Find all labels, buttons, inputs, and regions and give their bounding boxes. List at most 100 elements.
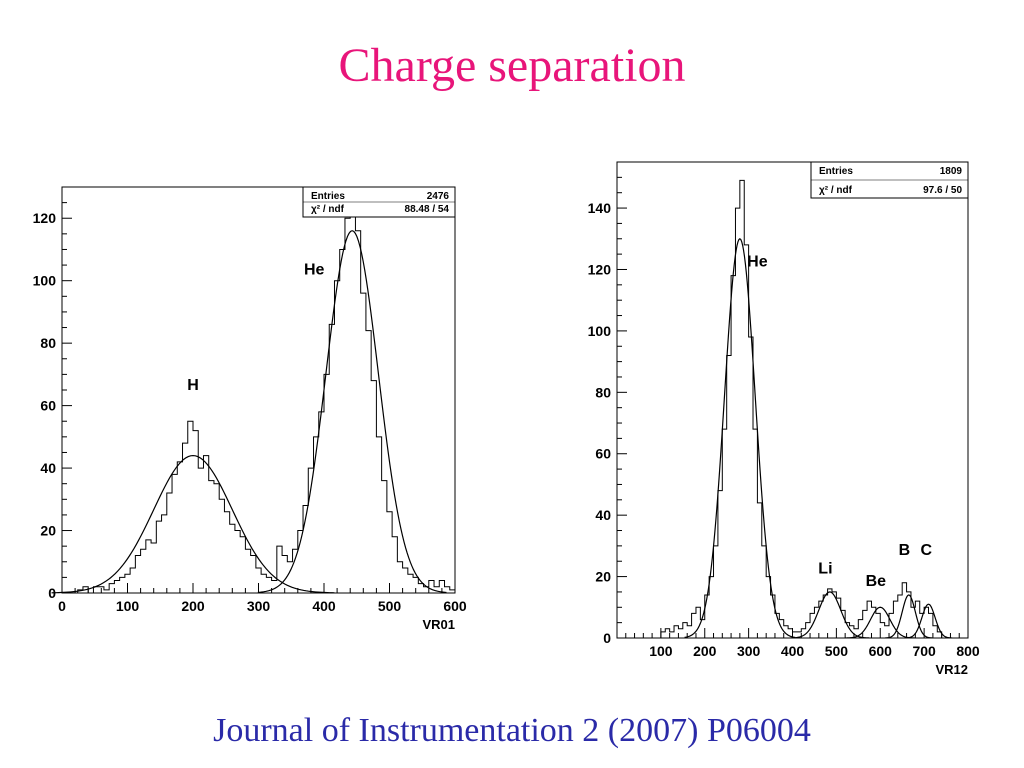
peak-label-c: C	[921, 542, 933, 559]
histogram-bin	[293, 549, 298, 593]
histogram-bin	[722, 429, 726, 638]
histogram-bin	[670, 632, 674, 638]
histogram-bin	[167, 493, 172, 593]
gaussian-fit-curve	[790, 591, 870, 639]
histogram-bin	[146, 540, 151, 593]
histogram-bin	[376, 437, 381, 593]
stats-chi2-value: 97.6 / 50	[923, 185, 962, 196]
gaussian-fit-curve	[257, 230, 447, 594]
x-tick-label: 200	[693, 643, 717, 659]
histogram-bin	[929, 613, 933, 638]
histogram-bin	[334, 281, 339, 593]
histogram-bin	[366, 331, 371, 593]
histogram-bin	[828, 589, 832, 638]
histogram-bin	[766, 577, 770, 638]
y-tick-label: 100	[33, 273, 57, 289]
histogram-bin	[203, 456, 208, 593]
histogram-bin	[314, 437, 319, 593]
histogram-bin	[135, 556, 140, 593]
histogram-bin	[661, 632, 665, 638]
histogram-bin	[172, 474, 177, 593]
histogram-bin	[177, 462, 182, 593]
histogram-bin	[245, 549, 250, 593]
histogram-vr01: 0 100 200 300 400 500 600020406080100120VR01HH…	[33, 186, 467, 632]
histogram-bin	[665, 629, 669, 638]
y-tick-label: 20	[40, 523, 56, 539]
gaussian-fit-curve	[845, 606, 916, 639]
histogram-bin	[727, 355, 731, 638]
peak-label-be: Be	[866, 573, 887, 590]
histogram-bins	[661, 180, 942, 638]
histogram-bin	[193, 431, 198, 593]
histogram-bin	[429, 581, 434, 593]
histogram-bin	[188, 421, 193, 593]
histogram-bin	[371, 381, 376, 593]
histogram-bin	[674, 626, 678, 638]
histogram-vr12: 100 200 300 400 500 600 700 800 0 20 40 60 80 100 120 1…	[588, 161, 980, 677]
histogram-bin	[319, 412, 324, 593]
stats-entries-value: 1809	[940, 166, 963, 177]
histogram-bin	[771, 595, 775, 638]
x-axis-title: VR12	[935, 662, 968, 677]
x-tick-label: 600	[443, 598, 467, 614]
x-tick-label: 400	[781, 643, 805, 659]
histogram-bin	[219, 499, 224, 593]
histogram-bin	[749, 337, 753, 638]
histogram-bin	[130, 568, 135, 593]
histogram-outline	[72, 195, 456, 594]
y-tick-label: 120	[588, 261, 612, 277]
stats-entries-label: Entries	[311, 191, 345, 202]
y-tick-label: 40	[40, 460, 56, 476]
peak-label-b: B	[899, 542, 911, 559]
x-tick-label: 500	[378, 598, 402, 614]
x-tick-label: 600	[869, 643, 893, 659]
histogram-bin	[382, 481, 387, 593]
gaussian-fit-curve	[885, 594, 933, 639]
histogram-bin	[718, 491, 722, 638]
slide-title: Charge separation	[338, 39, 686, 92]
stats-chi2-value: 88.48 / 54	[405, 204, 450, 215]
y-tick-label: 120	[33, 210, 57, 226]
y-tick-label: 0	[603, 630, 611, 646]
x-tick-label: 0	[58, 598, 66, 614]
histogram-bin	[230, 524, 235, 593]
histogram-bin	[183, 443, 188, 593]
histogram-bin	[392, 537, 397, 593]
histogram-bin	[924, 607, 928, 638]
peak-label-li: Li	[818, 561, 832, 578]
histogram-bin	[819, 601, 823, 638]
histogram-bin	[209, 481, 214, 593]
histogram-outline	[660, 179, 943, 638]
stats-chi2-label: χ² / ndf	[819, 185, 853, 196]
stats-entries-value: 2476	[427, 191, 450, 202]
x-tick-label: 300	[737, 643, 761, 659]
histogram-bin	[403, 568, 408, 593]
histogram-bin	[214, 484, 219, 593]
histogram-bin	[355, 231, 360, 593]
histogram-bin	[361, 293, 366, 593]
histogram-bin	[678, 629, 682, 638]
histogram-bin	[198, 468, 203, 593]
y-tick-label: 20	[595, 569, 611, 585]
histogram-bin	[753, 429, 757, 638]
histogram-bin	[709, 577, 713, 638]
histogram-bin	[863, 610, 867, 638]
gaussian-fit-curve	[904, 603, 953, 639]
histogram-bin	[683, 623, 687, 638]
x-tick-label: 100	[116, 598, 140, 614]
histogram-bin	[731, 276, 735, 638]
x-tick-label: 800	[956, 643, 980, 659]
histogram-bin	[340, 249, 345, 593]
histogram-bin	[735, 208, 739, 638]
stats-entries-label: Entries	[819, 166, 853, 177]
histogram-bin	[120, 577, 125, 593]
histogram-bin	[418, 584, 423, 593]
histogram-bin	[696, 607, 700, 638]
histogram-bin	[880, 623, 884, 638]
histogram-bin	[397, 562, 402, 593]
x-tick-label: 700	[912, 643, 936, 659]
histogram-bins	[78, 196, 455, 593]
y-tick-label: 40	[595, 507, 611, 523]
x-tick-label: 200	[181, 598, 205, 614]
histogram-bin	[272, 581, 277, 593]
